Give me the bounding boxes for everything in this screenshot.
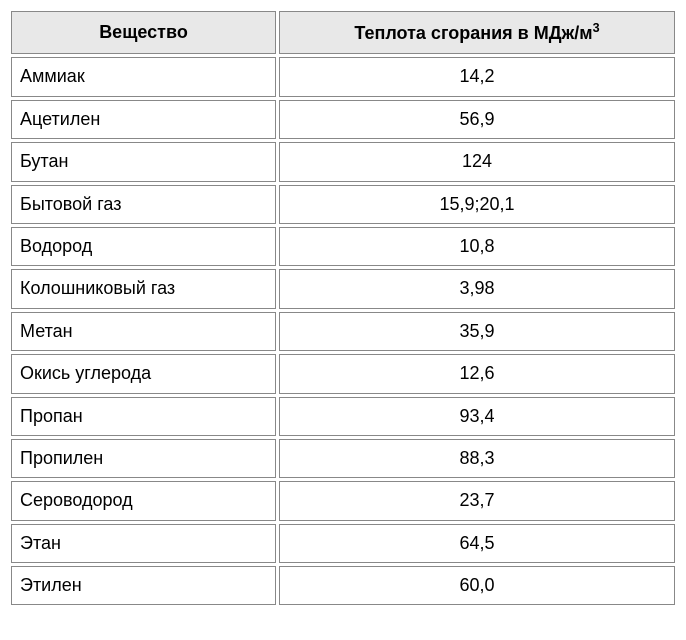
cell-value: 56,9 bbox=[279, 100, 675, 139]
cell-substance: Пропан bbox=[11, 397, 276, 436]
cell-value: 64,5 bbox=[279, 524, 675, 563]
cell-value: 93,4 bbox=[279, 397, 675, 436]
table-row: Бытовой газ15,9;20,1 bbox=[11, 185, 675, 224]
cell-value: 88,3 bbox=[279, 439, 675, 478]
cell-value: 60,0 bbox=[279, 566, 675, 605]
table-row: Этилен60,0 bbox=[11, 566, 675, 605]
cell-substance: Метан bbox=[11, 312, 276, 351]
cell-value: 3,98 bbox=[279, 269, 675, 308]
table-row: Ацетилен56,9 bbox=[11, 100, 675, 139]
cell-value: 124 bbox=[279, 142, 675, 181]
cell-substance: Пропилен bbox=[11, 439, 276, 478]
data-table: Вещество Теплота сгорания в МДж/м3 Аммиа… bbox=[8, 8, 678, 608]
cell-value: 15,9;20,1 bbox=[279, 185, 675, 224]
cell-substance: Сероводород bbox=[11, 481, 276, 520]
cell-substance: Водород bbox=[11, 227, 276, 266]
cell-value: 12,6 bbox=[279, 354, 675, 393]
table-row: Колошниковый газ3,98 bbox=[11, 269, 675, 308]
cell-substance: Этан bbox=[11, 524, 276, 563]
table-row: Этан64,5 bbox=[11, 524, 675, 563]
cell-value: 23,7 bbox=[279, 481, 675, 520]
cell-substance: Ацетилен bbox=[11, 100, 276, 139]
table-row: Метан35,9 bbox=[11, 312, 675, 351]
table-row: Пропилен88,3 bbox=[11, 439, 675, 478]
cell-value: 35,9 bbox=[279, 312, 675, 351]
cell-substance: Бутан bbox=[11, 142, 276, 181]
table-row: Бутан124 bbox=[11, 142, 675, 181]
table-row: Окись углерода12,6 bbox=[11, 354, 675, 393]
cell-value: 10,8 bbox=[279, 227, 675, 266]
header-substance: Вещество bbox=[11, 11, 276, 54]
cell-substance: Этилен bbox=[11, 566, 276, 605]
cell-substance: Аммиак bbox=[11, 57, 276, 96]
header-heat: Теплота сгорания в МДж/м3 bbox=[279, 11, 675, 54]
table-row: Пропан93,4 bbox=[11, 397, 675, 436]
heat-of-combustion-table: Вещество Теплота сгорания в МДж/м3 Аммиа… bbox=[8, 8, 678, 608]
table-row: Сероводород23,7 bbox=[11, 481, 675, 520]
table-row: Аммиак14,2 bbox=[11, 57, 675, 96]
cell-substance: Колошниковый газ bbox=[11, 269, 276, 308]
cell-substance: Бытовой газ bbox=[11, 185, 276, 224]
table-row: Водород10,8 bbox=[11, 227, 675, 266]
cell-value: 14,2 bbox=[279, 57, 675, 96]
table-body: Аммиак14,2Ацетилен56,9Бутан124Бытовой га… bbox=[11, 57, 675, 605]
cell-substance: Окись углерода bbox=[11, 354, 276, 393]
